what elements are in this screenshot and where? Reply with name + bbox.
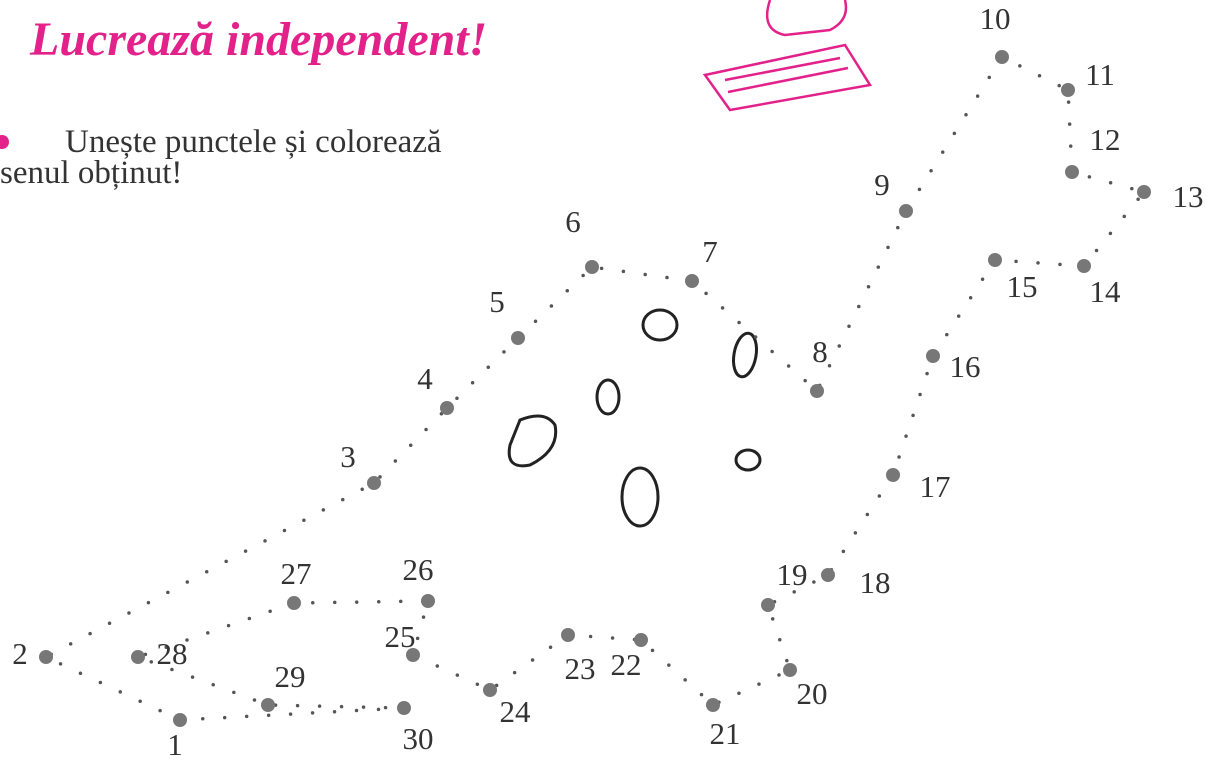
dot-label: 12 <box>1090 122 1121 157</box>
dot-label: 19 <box>777 557 808 592</box>
dot <box>39 650 53 664</box>
dot <box>899 204 913 218</box>
dot-label: 24 <box>500 694 532 729</box>
dot-label: 18 <box>860 565 891 600</box>
dot-label: 20 <box>797 676 828 711</box>
dot <box>287 596 301 610</box>
dot <box>886 468 900 482</box>
dot <box>173 713 187 727</box>
dot <box>1065 165 1079 179</box>
instruction: senul obținut! <box>0 155 182 191</box>
dot-label: 25 <box>385 619 416 654</box>
dot <box>995 50 1009 64</box>
dot-label: 4 <box>417 361 433 396</box>
dot <box>483 683 497 697</box>
bullet <box>0 135 9 149</box>
dot <box>1137 185 1151 199</box>
dot <box>810 384 824 398</box>
dot-label: 13 <box>1173 179 1204 214</box>
dot <box>421 594 435 608</box>
dot-label: 3 <box>340 439 356 474</box>
dot <box>397 701 411 715</box>
dot-label: 2 <box>12 636 28 671</box>
title: Lucrează independent! <box>29 13 487 66</box>
dot-label: 8 <box>812 334 828 369</box>
icon <box>705 0 870 110</box>
dot-label: 5 <box>489 284 505 319</box>
dot-label: 1 <box>167 727 183 762</box>
spots <box>509 310 760 526</box>
dot-label: 11 <box>1085 57 1115 92</box>
dot-label: 14 <box>1090 274 1122 309</box>
dot <box>367 476 381 490</box>
dot-label: 29 <box>275 659 306 694</box>
dot-label: 30 <box>403 721 434 756</box>
dot <box>706 698 720 712</box>
dot <box>988 253 1002 267</box>
dot-label: 15 <box>1007 269 1038 304</box>
dot-label: 23 <box>565 651 596 686</box>
dot-label: 6 <box>565 204 581 239</box>
dot-label: 28 <box>157 636 188 671</box>
dot-label: 26 <box>403 552 434 587</box>
dot <box>440 401 454 415</box>
dot <box>585 260 599 274</box>
dot-label: 17 <box>920 469 951 504</box>
dot <box>1077 259 1091 273</box>
dot-label: 27 <box>281 556 312 591</box>
dot-label: 10 <box>980 1 1011 36</box>
dot-label: 22 <box>611 647 642 682</box>
dot-label: 7 <box>702 234 718 269</box>
dot <box>1061 83 1075 97</box>
worksheet: Lucrează independent! Unește punctele și… <box>0 0 1215 763</box>
dot <box>783 663 797 677</box>
dot <box>685 274 699 288</box>
dot <box>634 633 648 647</box>
dot <box>926 349 940 363</box>
dot <box>511 331 525 345</box>
dot <box>131 650 145 664</box>
dot-label: 16 <box>950 349 981 384</box>
dot <box>261 698 275 712</box>
dot-label: 9 <box>874 167 890 202</box>
dot-label: 21 <box>710 716 741 751</box>
dot <box>761 598 775 612</box>
dot <box>821 568 835 582</box>
dot <box>561 628 575 642</box>
